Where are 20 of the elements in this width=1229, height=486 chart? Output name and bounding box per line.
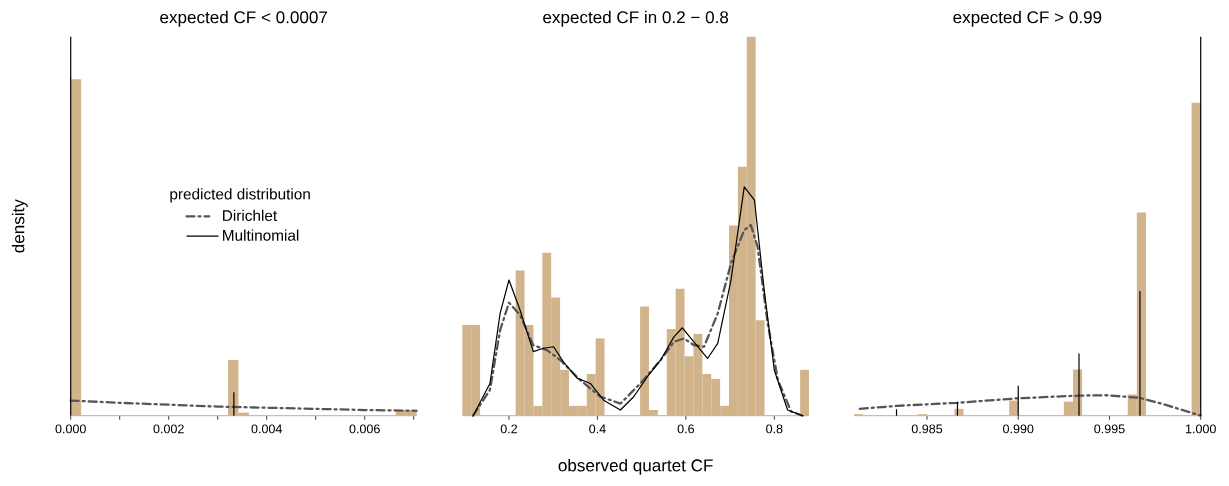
- x-tick-label: 0.002: [153, 424, 184, 434]
- x-tick-label: 0.6: [677, 424, 695, 434]
- x-tick-label: 0.4: [589, 424, 606, 434]
- legend-label: Multinomial: [223, 229, 299, 241]
- x-tick-label: 0.985: [911, 424, 943, 434]
- x-tick-label: 0.006: [349, 424, 380, 434]
- x-tick-label: 0.990: [1003, 424, 1034, 434]
- chart-title: expected CF > 0.99: [953, 10, 1102, 27]
- legend-title: predicted distribution: [170, 188, 310, 203]
- chart-title: expected CF in 0.2 − 0.8: [543, 10, 729, 27]
- x-tick-label: 1.000: [1185, 424, 1216, 434]
- x-tick-label: 0.8: [766, 424, 783, 434]
- x-axis-title: observed quartet CF: [558, 458, 713, 475]
- x-tick-label: 0.000: [55, 424, 86, 434]
- x-tick-label: 0.995: [1094, 424, 1125, 434]
- legend-label: Dirichlet: [223, 209, 278, 222]
- x-tick-label: 0.004: [251, 424, 282, 434]
- x-tick-label: 0.2: [500, 424, 518, 434]
- chart-title: expected CF < 0.0007: [160, 10, 328, 27]
- y-axis-title: density: [11, 199, 28, 253]
